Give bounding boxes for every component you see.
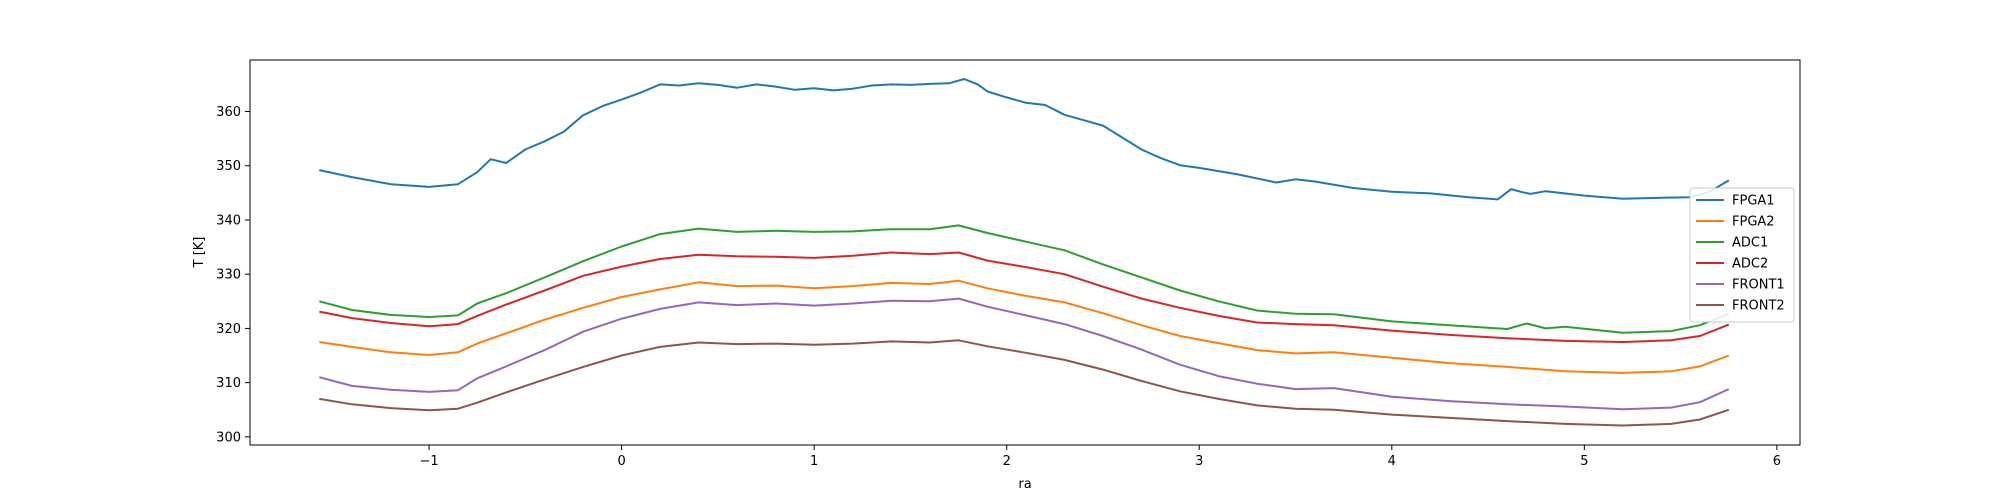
legend: FPGA1 FPGA2 ADC1 ADC2 FRONT1 FRONT2 bbox=[1689, 187, 1795, 323]
y-tick-label: 310 bbox=[216, 376, 241, 391]
series-line-front1 bbox=[319, 297, 1730, 411]
y-tick-label: 360 bbox=[216, 105, 241, 120]
x-tick-label: 3 bbox=[1195, 454, 1203, 469]
x-tick-label: −1 bbox=[419, 454, 438, 469]
series-line-adc1 bbox=[319, 224, 1730, 334]
x-axis-label: ra bbox=[1018, 477, 1031, 492]
y-axis-label: T [K] bbox=[192, 237, 207, 269]
x-tick-label: 2 bbox=[1003, 454, 1011, 469]
x-tick-label: 4 bbox=[1388, 454, 1396, 469]
series-line-front2 bbox=[319, 339, 1730, 427]
y-tick-label: 350 bbox=[216, 159, 241, 174]
legend-label-fpga1: FPGA1 bbox=[1732, 194, 1775, 209]
series-line-adc2 bbox=[319, 251, 1730, 343]
series-line-fpga1 bbox=[319, 78, 1730, 201]
plot-lines bbox=[319, 78, 1730, 427]
y-tick-label: 330 bbox=[216, 268, 241, 283]
x-axis: −1 0 1 2 3 4 5 6 bbox=[419, 445, 1781, 469]
x-tick-label: 0 bbox=[617, 454, 625, 469]
x-tick-label: 5 bbox=[1580, 454, 1588, 469]
legend-label-adc1: ADC1 bbox=[1732, 236, 1768, 251]
legend-label-adc2: ADC2 bbox=[1732, 257, 1768, 272]
series-line-fpga2 bbox=[319, 279, 1730, 374]
legend-label-front1: FRONT1 bbox=[1732, 278, 1785, 293]
legend-label-fpga2: FPGA2 bbox=[1732, 215, 1775, 230]
axes-frame bbox=[249, 59, 1801, 446]
y-tick-label: 340 bbox=[216, 213, 241, 228]
y-tick-label: 320 bbox=[216, 322, 241, 337]
legend-label-front2: FRONT2 bbox=[1732, 299, 1785, 314]
x-tick-label: 6 bbox=[1773, 454, 1781, 469]
x-tick-label: 1 bbox=[810, 454, 818, 469]
y-tick-label: 300 bbox=[216, 430, 241, 445]
y-axis: 300 310 320 330 340 350 360 bbox=[216, 105, 250, 445]
